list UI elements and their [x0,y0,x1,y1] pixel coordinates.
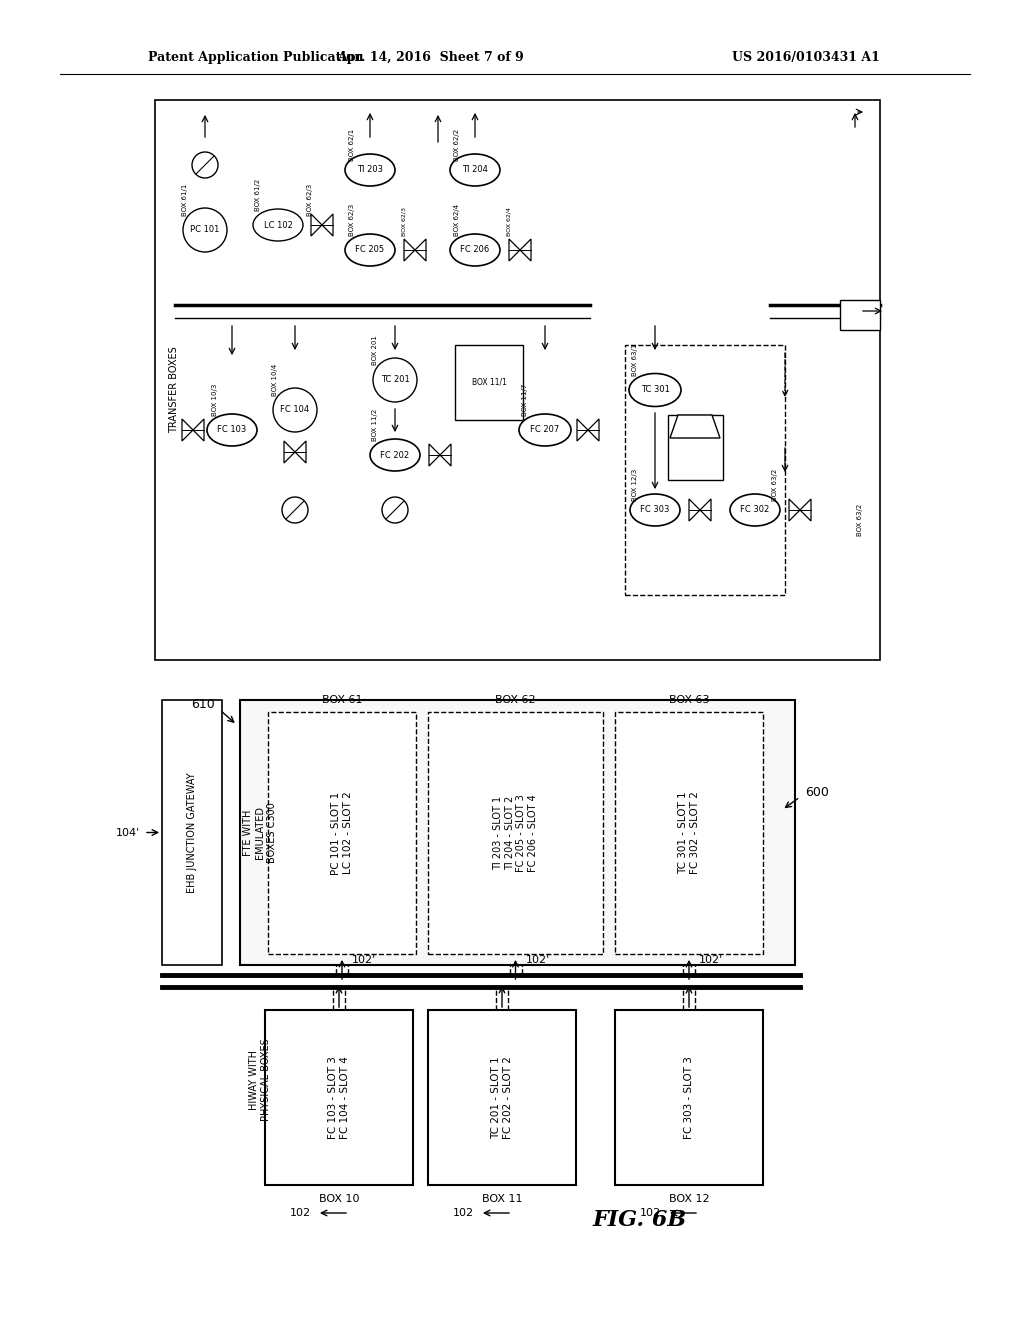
Text: BOX 62: BOX 62 [496,696,536,705]
Text: TI 203: TI 203 [357,165,383,174]
Bar [268,711,416,954]
Text: 102': 102' [699,954,723,965]
Text: BOX 63/2: BOX 63/2 [772,469,778,502]
Text: TI 204: TI 204 [462,165,488,174]
Text: BOX 11/1: BOX 11/1 [472,378,507,387]
Text: BOX 63/1: BOX 63/1 [632,343,638,376]
Text: Patent Application Publication: Patent Application Publication [148,51,364,65]
Text: TC 301 - SLOT 1
FC 302 - SLOT 2: TC 301 - SLOT 1 FC 302 - SLOT 2 [678,792,699,874]
Text: US 2016/0103431 A1: US 2016/0103431 A1 [732,51,880,65]
Bar [840,300,880,330]
Text: FC 303: FC 303 [640,506,670,515]
Text: LC 102: LC 102 [263,220,293,230]
Text: FIG. 6B: FIG. 6B [593,1209,687,1232]
Text: BOX 10/4: BOX 10/4 [272,364,278,396]
Text: PC 101: PC 101 [190,226,220,235]
Text: BOX 63/2: BOX 63/2 [857,504,863,536]
Text: BOX 62/3: BOX 62/3 [307,183,313,216]
Bar [265,1010,413,1185]
Text: TI 203 - SLOT 1
TI 204 - SLOT 2
FC 205 - SLOT 3
FC 206 - SLOT 4: TI 203 - SLOT 1 TI 204 - SLOT 2 FC 205 -… [494,795,538,873]
Text: FC 206: FC 206 [461,246,489,255]
Text: BOX 201: BOX 201 [372,335,378,364]
Bar [240,700,795,965]
Bar [162,700,222,965]
Text: BOX 61/2: BOX 61/2 [255,180,261,211]
Bar [428,711,603,954]
Text: HIWAY WITH
PHYSICAL BOXES: HIWAY WITH PHYSICAL BOXES [249,1039,270,1122]
Text: FC 103: FC 103 [217,425,247,434]
Text: TRANSFER BOXES: TRANSFER BOXES [169,347,179,433]
Text: FC 302: FC 302 [740,506,770,515]
Text: BOX 10/3: BOX 10/3 [212,384,218,416]
Text: BOX 11/7: BOX 11/7 [522,384,528,416]
Text: 102': 102' [352,954,376,965]
Text: FC 103 - SLOT 3
FC 104 - SLOT 4: FC 103 - SLOT 3 FC 104 - SLOT 4 [329,1056,350,1139]
Text: TC 201 - SLOT 1
FC 202 - SLOT 2: TC 201 - SLOT 1 FC 202 - SLOT 2 [492,1056,513,1139]
Bar [668,414,723,480]
Bar [625,345,785,595]
Text: BOX 11/2: BOX 11/2 [372,409,378,441]
Text: 102': 102' [525,954,550,965]
Text: BOX 62/4: BOX 62/4 [507,207,512,236]
Text: 104': 104' [116,828,140,837]
Bar [615,711,763,954]
Text: BOX 62/3: BOX 62/3 [349,203,355,236]
Text: BOX 11: BOX 11 [481,1195,522,1204]
Text: BOX 61: BOX 61 [322,696,362,705]
Bar [455,345,523,420]
Text: PC 101 - SLOT 1
LC 102 - SLOT 2: PC 101 - SLOT 1 LC 102 - SLOT 2 [331,792,353,875]
Text: BOX 62/1: BOX 62/1 [349,129,355,161]
Text: FC 303 - SLOT 3: FC 303 - SLOT 3 [684,1056,694,1139]
Text: TC 201: TC 201 [381,375,410,384]
Text: BOX 62/4: BOX 62/4 [454,203,460,236]
Text: EHB JUNCTION GATEWAY: EHB JUNCTION GATEWAY [187,772,197,892]
Text: 600: 600 [805,787,828,800]
Text: FC 104: FC 104 [281,405,309,414]
Text: FC 205: FC 205 [355,246,385,255]
Text: TC 301: TC 301 [641,385,670,395]
Text: 610: 610 [191,698,215,711]
Text: FTE WITH
EMULATED
BOXES C300: FTE WITH EMULATED BOXES C300 [244,803,276,863]
Text: BOX 62/2: BOX 62/2 [454,129,460,161]
Text: BOX 12/3: BOX 12/3 [632,469,638,502]
Text: 102: 102 [453,1208,474,1218]
Text: BOX 62/3: BOX 62/3 [401,207,407,236]
Text: FC 202: FC 202 [381,450,410,459]
Text: BOX 63: BOX 63 [669,696,710,705]
Polygon shape [670,414,720,438]
Text: FC 207: FC 207 [530,425,560,434]
Bar [155,100,880,660]
Text: BOX 12: BOX 12 [669,1195,710,1204]
Text: Apr. 14, 2016  Sheet 7 of 9: Apr. 14, 2016 Sheet 7 of 9 [337,51,523,65]
Bar [428,1010,575,1185]
Text: 102: 102 [640,1208,662,1218]
Text: BOX 10: BOX 10 [318,1195,359,1204]
Text: 102: 102 [290,1208,311,1218]
Bar [615,1010,763,1185]
Text: BOX 61/1: BOX 61/1 [182,183,188,216]
